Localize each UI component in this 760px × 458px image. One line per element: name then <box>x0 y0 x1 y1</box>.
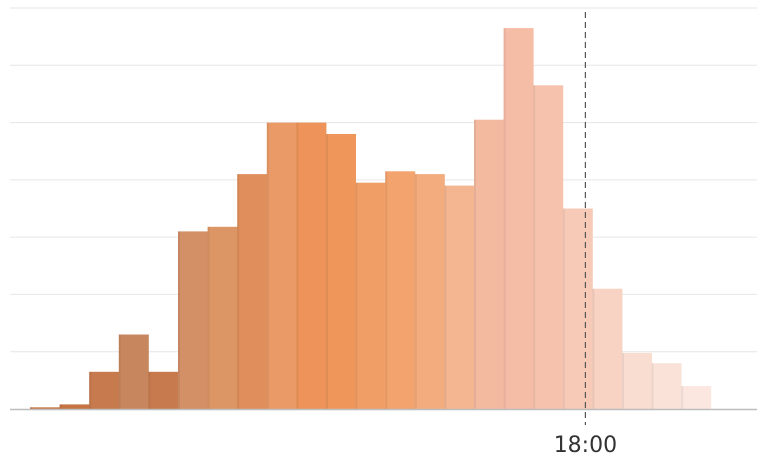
histogram-bar <box>30 407 60 409</box>
bars-group <box>30 28 712 410</box>
histogram-bar-edge <box>444 185 447 409</box>
histogram-bar-edge <box>414 174 417 409</box>
histogram-bar <box>414 174 445 409</box>
histogram-bar-edge <box>266 122 269 409</box>
histogram-bar <box>178 231 208 409</box>
histogram-bar <box>592 288 623 409</box>
x-tick-label-marker: 18:00 <box>554 433 617 458</box>
histogram-bar-edge <box>651 363 654 409</box>
histogram-bar-edge <box>178 231 180 409</box>
histogram-bar-edge <box>474 119 476 409</box>
histogram-bar-edge <box>207 226 210 409</box>
histogram-bar <box>59 404 90 409</box>
histogram-bar <box>681 386 712 409</box>
histogram-bar <box>237 174 268 409</box>
histogram-bar-edge <box>385 171 388 409</box>
histogram-bar <box>266 122 297 409</box>
histogram-bar-edge <box>89 371 92 409</box>
histogram-bar-edge <box>237 174 240 409</box>
histogram-bar-edge <box>562 208 565 409</box>
histogram-bar-edge <box>355 182 358 409</box>
histogram-bar <box>355 182 386 409</box>
histogram-bar-edge <box>681 386 684 409</box>
histogram-bar <box>118 334 149 409</box>
histogram-bar <box>148 371 179 409</box>
histogram-bar <box>622 352 652 409</box>
histogram-bar <box>89 371 120 409</box>
histogram-bar <box>533 85 564 410</box>
histogram-bar <box>474 119 504 409</box>
histogram-bar <box>326 134 356 409</box>
histogram-bar-edge <box>503 28 506 409</box>
histogram-bar-edge <box>118 334 121 409</box>
histogram-bar-edge <box>148 371 151 409</box>
histogram-bar-edge <box>326 134 328 409</box>
histogram-bar-edge <box>533 85 536 410</box>
histogram-bar-edge <box>296 122 299 409</box>
histogram-bar-edge <box>592 288 595 409</box>
histogram-bar <box>503 28 534 409</box>
histogram-bar-edge <box>622 352 624 409</box>
histogram-bar <box>562 208 593 409</box>
histogram-bar <box>207 226 238 409</box>
histogram-bar <box>651 363 682 409</box>
histogram-bar <box>444 185 475 409</box>
histogram-bar <box>296 122 327 409</box>
histogram-bar <box>385 171 416 409</box>
histogram-bar-edge <box>30 407 32 409</box>
histogram-bar-edge <box>59 404 62 409</box>
